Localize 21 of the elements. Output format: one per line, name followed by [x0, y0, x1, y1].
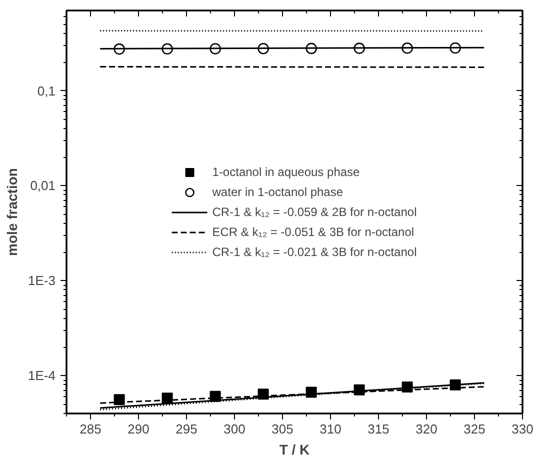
- y-tick-label: 1E-4: [28, 368, 56, 384]
- x-tick-label: 295: [176, 422, 198, 436]
- x-tick-label: 305: [272, 422, 294, 436]
- legend-label: CR-1 & k₁₂ = -0.059 & 2B for n-octanol: [212, 204, 417, 220]
- x-tick-label: 315: [368, 422, 390, 436]
- x-axis-title: T / K: [279, 442, 310, 458]
- x-tick-label: 300: [224, 422, 246, 436]
- y-tick-label: 0,1: [37, 83, 56, 98]
- y-tick-label: 1E-3: [28, 273, 56, 288]
- legend-label: CR-1 & k₁₂ = -0.021 & 3B for n-octanol: [212, 244, 417, 260]
- legend-label: 1-octanol in aqueous phase: [212, 164, 360, 180]
- x-tick-label: 290: [128, 422, 150, 436]
- y-axis-title: mole fraction: [4, 168, 20, 256]
- x-tick-label: 320: [416, 422, 438, 436]
- x-tick-label: 285: [80, 422, 102, 436]
- x-tick-label: 310: [320, 422, 342, 436]
- y-tick-label: 0,01: [30, 178, 56, 194]
- x-tick-label: 325: [464, 422, 486, 436]
- x-tick-label: 330: [512, 422, 534, 436]
- legend-label: ECR & k₁₂ = -0.051 & 3B for n-octanol: [212, 224, 414, 240]
- legend-label: water in 1-octanol phase: [212, 184, 344, 200]
